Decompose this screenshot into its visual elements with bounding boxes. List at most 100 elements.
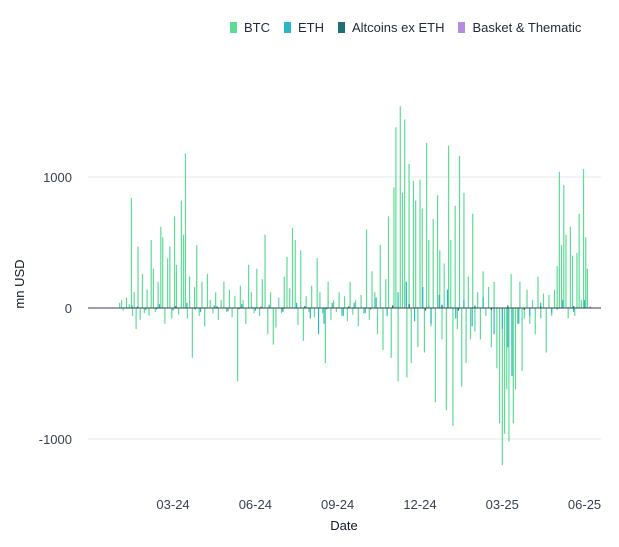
legend-item-basket[interactable]: Basket & Thematic xyxy=(458,20,581,35)
y-axis-ticks: 1000 0 -1000 xyxy=(39,170,72,447)
bar-altcoins-ex-eth-17 xyxy=(474,305,476,308)
bar-btc-107 xyxy=(393,187,395,308)
bar-btc-55 xyxy=(250,292,252,308)
bar-btc-157 xyxy=(508,308,510,442)
bar-btc-161 xyxy=(517,308,519,324)
bar-btc-70 xyxy=(291,228,294,308)
bar-btc-23 xyxy=(169,246,171,308)
bar-btc-118 xyxy=(417,308,419,348)
bar-altcoins-ex-eth-21 xyxy=(540,306,542,308)
bar-btc-112 xyxy=(404,119,406,308)
bar-btc-85 xyxy=(333,300,335,308)
bar-altcoins-ex-eth-24 xyxy=(589,306,591,308)
bar-btc-50 xyxy=(237,308,239,382)
bar-btc-54 xyxy=(247,264,250,308)
bar-btc-171 xyxy=(542,293,545,308)
bar-btc-13 xyxy=(146,289,148,308)
bar-btc-111 xyxy=(401,192,404,308)
bar-altcoins-ex-eth-10 xyxy=(348,306,350,308)
bar-btc-63 xyxy=(272,308,274,345)
bar-eth-10 xyxy=(268,304,270,308)
bar-btc-33 xyxy=(191,308,193,358)
bar-btc-30 xyxy=(184,153,187,308)
bars xyxy=(119,106,591,466)
bar-btc-123 xyxy=(428,239,430,308)
bar-btc-115 xyxy=(410,308,412,364)
bar-btc-141 xyxy=(467,276,469,308)
bar-btc-186 xyxy=(578,213,580,308)
bar-btc-97 xyxy=(365,229,368,308)
bar-btc-86 xyxy=(335,308,337,312)
bar-btc-25 xyxy=(173,216,176,308)
bar-btc-31 xyxy=(186,308,189,319)
bar-btc-189 xyxy=(585,237,587,308)
legend-item-altcoins[interactable]: Altcoins ex ETH xyxy=(338,20,444,35)
bar-btc-21 xyxy=(164,308,166,324)
x-tick-label-09-24: 09-24 xyxy=(321,497,354,512)
bar-btc-139 xyxy=(463,192,465,308)
bar-btc-18 xyxy=(157,281,159,308)
bar-btc-147 xyxy=(482,271,484,308)
bar-btc-59 xyxy=(261,279,263,308)
bar-eth-32 xyxy=(482,297,484,308)
bar-btc-75 xyxy=(305,296,307,308)
bar-btc-83 xyxy=(327,281,329,308)
legend-item-btc[interactable]: BTC xyxy=(230,20,270,35)
bar-btc-104 xyxy=(385,279,387,308)
bar-btc-0 xyxy=(119,302,121,308)
bar-btc-43 xyxy=(217,308,220,320)
bar-btc-51 xyxy=(239,285,241,308)
bar-btc-45 xyxy=(223,281,225,308)
bar-altcoins-ex-eth-2 xyxy=(175,306,177,308)
bar-btc-145 xyxy=(477,292,479,308)
legend-item-eth[interactable]: ETH xyxy=(284,20,324,35)
bar-altcoins-ex-eth-16 xyxy=(457,308,460,311)
bar-btc-28 xyxy=(180,200,182,308)
bar-eth-38 xyxy=(529,308,531,316)
bar-btc-170 xyxy=(540,308,542,319)
bar-btc-15 xyxy=(150,239,152,308)
bar-altcoins-ex-eth-7 xyxy=(282,308,284,310)
bar-eth-9 xyxy=(254,308,257,311)
bar-btc-99 xyxy=(371,271,373,308)
bar-btc-34 xyxy=(193,287,196,308)
bar-btc-40 xyxy=(209,300,211,308)
bar-btc-89 xyxy=(344,296,346,308)
bar-btc-127 xyxy=(436,195,439,308)
bar-altcoins-ex-eth-23 xyxy=(573,306,575,308)
bar-eth-37 xyxy=(518,308,520,324)
bar-altcoins-ex-eth-20 xyxy=(523,308,525,310)
bar-eth-41 xyxy=(562,300,564,308)
bar-btc-98 xyxy=(368,308,370,320)
bar-btc-5 xyxy=(130,197,133,308)
bar-eth-8 xyxy=(241,304,243,308)
bar-btc-167 xyxy=(531,300,534,308)
bar-btc-180 xyxy=(565,234,567,308)
bar-btc-190 xyxy=(586,268,588,308)
bar-btc-121 xyxy=(423,308,426,353)
bar-btc-87 xyxy=(338,292,340,308)
bar-btc-152 xyxy=(496,308,498,369)
bar-altcoins-ex-eth-11 xyxy=(370,308,372,310)
y-tick-label-1000: 1000 xyxy=(43,170,72,185)
bar-btc-3 xyxy=(125,297,128,308)
bar-altcoins-ex-eth-0 xyxy=(136,306,139,308)
bar-altcoins-ex-eth-3 xyxy=(194,308,196,310)
bar-btc-149 xyxy=(488,287,490,308)
bar-btc-133 xyxy=(450,239,452,308)
bar-btc-128 xyxy=(439,250,441,308)
bar-btc-142 xyxy=(469,308,472,340)
x-tick-label-03-25: 03-25 xyxy=(486,497,519,512)
bar-btc-113 xyxy=(406,308,408,378)
bar-btc-71 xyxy=(294,239,296,308)
bar-btc-91 xyxy=(349,281,351,308)
bar-btc-185 xyxy=(576,252,578,308)
bar-eth-24 xyxy=(413,308,416,322)
bar-eth-23 xyxy=(405,281,407,308)
bar-btc-120 xyxy=(421,208,423,308)
bar-eth-42 xyxy=(573,308,575,312)
bar-eth-5 xyxy=(199,308,202,312)
bar-btc-168 xyxy=(534,308,536,335)
bar-altcoins-ex-eth-4 xyxy=(216,306,218,308)
bar-btc-61 xyxy=(267,308,269,335)
